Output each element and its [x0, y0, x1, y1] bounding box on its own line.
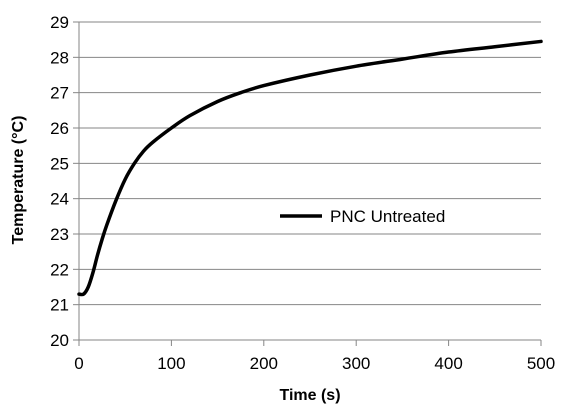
legend-label: PNC Untreated [330, 207, 445, 226]
y-tick-label: 21 [50, 296, 69, 315]
y-tick-label: 27 [50, 84, 69, 103]
y-tick-label: 23 [50, 225, 69, 244]
series-lines [77, 39, 543, 297]
y-tick-labels: 20 21 22 23 24 25 26 27 28 29 [50, 13, 69, 350]
x-tick-label: 500 [527, 354, 555, 373]
x-tick-label: 400 [434, 354, 462, 373]
y-tick-label: 26 [50, 119, 69, 138]
y-tick-label: 25 [50, 154, 69, 173]
gridlines [79, 21, 541, 341]
y-tick-label: 29 [50, 13, 69, 32]
legend: PNC Untreated [280, 207, 445, 226]
x-tick-labels: 0 100 200 300 400 500 [74, 354, 555, 373]
y-tick-label: 20 [50, 331, 69, 350]
y-tick-label: 28 [50, 48, 69, 67]
y-tick-label: 24 [50, 190, 69, 209]
x-tick-label: 200 [250, 354, 278, 373]
x-tick-label: 100 [157, 354, 185, 373]
series-line-pnc-untreated [77, 39, 543, 297]
x-tick-label: 300 [342, 354, 370, 373]
y-tick-label: 22 [50, 260, 69, 279]
x-tick-label: 0 [74, 354, 83, 373]
x-axis-title: Time (s) [279, 387, 340, 404]
y-axis-title: Temperature (°C) [10, 116, 27, 245]
axes [73, 21, 542, 346]
